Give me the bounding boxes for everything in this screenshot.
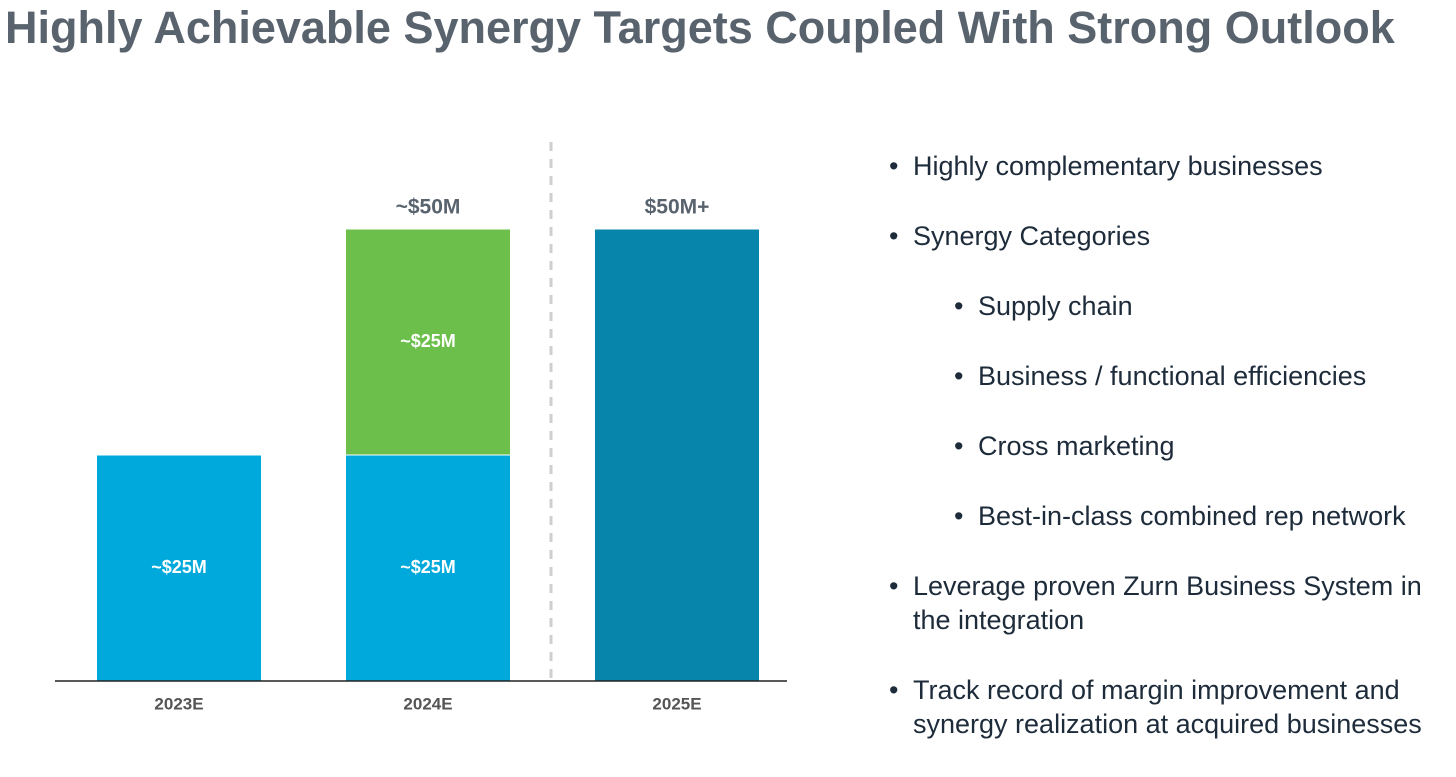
bullet-text: Synergy Categories xyxy=(913,221,1151,251)
bar-segment xyxy=(96,454,262,682)
bullet-text: Highly complementary businesses xyxy=(913,151,1323,181)
bar-segment xyxy=(345,454,511,682)
sub-bullet: Supply chain xyxy=(950,289,1456,323)
total-label: ~$50M xyxy=(396,196,461,219)
bar-label: ~$25M xyxy=(151,557,207,577)
bullet: Leverage proven Zurn Business System in … xyxy=(885,569,1456,637)
total-label: $50M+ xyxy=(645,196,710,219)
chart: ~$25M 2023E ~$25M ~$25M ~$50M 2024E $50M+ 2025E xyxy=(55,142,787,713)
sub-list: Supply chain Business / functional effici… xyxy=(950,289,1456,533)
bullet-text: Leverage proven Zurn Business System in … xyxy=(913,571,1422,635)
slide-title: Highly Achievable Synergy Targets Couple… xyxy=(5,2,1395,53)
bar-label: ~$25M xyxy=(400,331,456,351)
sub-bullet-text: Supply chain xyxy=(978,291,1133,321)
sub-bullet-text: Business / functional efficiencies xyxy=(978,361,1367,391)
bullet-list: Highly complementary businesses Synergy C… xyxy=(885,149,1456,777)
x-tick-label: 2023E xyxy=(154,694,203,713)
sub-bullet: Business / functional efficiencies xyxy=(950,359,1456,393)
sub-bullet: Best-in-class combined rep network xyxy=(950,499,1456,533)
sub-bullet-text: Best-in-class combined rep network xyxy=(978,501,1406,531)
sub-bullet: Cross marketing xyxy=(950,429,1456,463)
bar-label: ~$25M xyxy=(400,557,456,577)
bar-segment xyxy=(345,228,511,456)
bullet-text: Track record of margin improvement and s… xyxy=(913,675,1422,739)
bullet: Synergy Categories Supply chain Business /… xyxy=(885,219,1456,533)
sub-bullet-text: Cross marketing xyxy=(978,431,1175,461)
slide: Highly Achievable Synergy Targets Couple… xyxy=(0,0,1456,754)
x-tick-label: 2025E xyxy=(652,694,701,713)
bullet: Highly complementary businesses xyxy=(885,149,1456,183)
bar-segment xyxy=(594,228,760,682)
x-tick-label: 2024E xyxy=(403,694,452,713)
bullet: Track record of margin improvement and s… xyxy=(885,673,1456,741)
